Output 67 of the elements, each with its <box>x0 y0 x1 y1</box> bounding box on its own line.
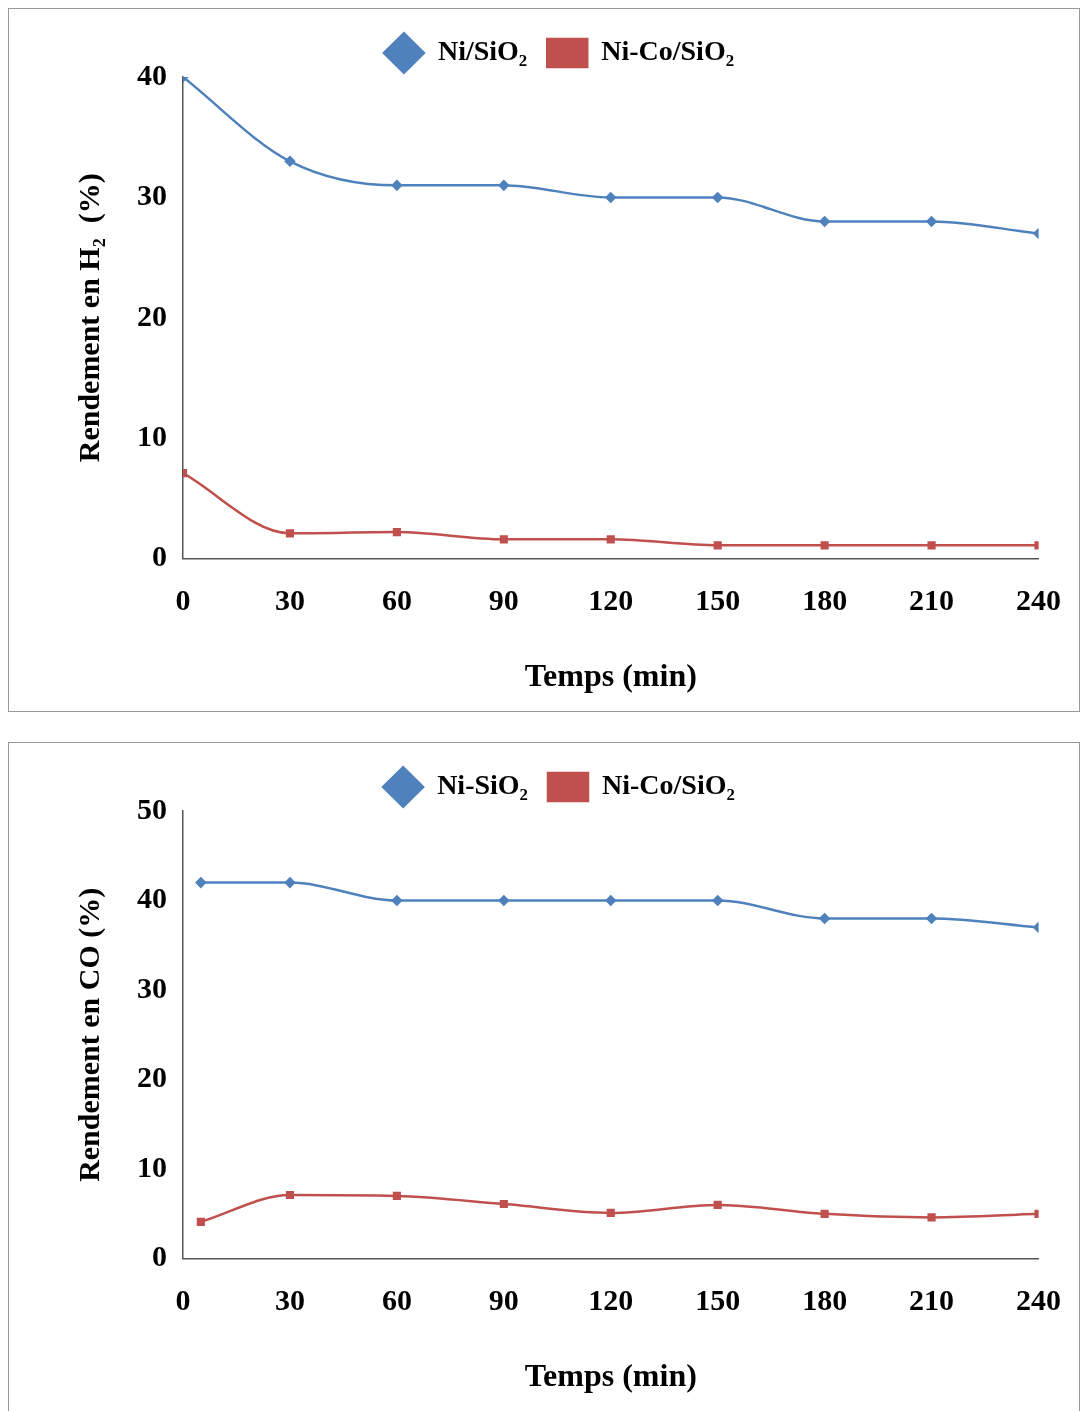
legend-label: Ni-SiO₂ <box>437 769 529 801</box>
point <box>713 541 722 550</box>
x-tick-label: 30 <box>274 583 305 617</box>
y-axis-title: Rendement en CO (%) <box>71 887 106 1182</box>
point <box>820 1209 829 1218</box>
x-tick-label: 90 <box>488 583 519 617</box>
x-tick-label: 60 <box>381 1283 412 1317</box>
y-tick-label: 30 <box>137 970 167 1004</box>
legend-label: Ni-Co/SiO₂ <box>601 35 735 67</box>
x-tick-label: 210 <box>909 583 955 617</box>
point <box>391 180 403 191</box>
point <box>195 877 207 888</box>
point <box>499 535 508 544</box>
point <box>820 541 829 550</box>
point <box>392 1191 401 1201</box>
point <box>606 1208 615 1218</box>
point <box>819 216 830 227</box>
x-tick-label: 180 <box>802 1283 848 1317</box>
y-tick-label: 0 <box>152 539 167 573</box>
x-tick-label: 120 <box>588 583 634 617</box>
y-tick-label: 20 <box>137 1060 167 1094</box>
x-tick-label: 240 <box>1016 1283 1061 1317</box>
x-tick-label: 120 <box>588 1283 634 1317</box>
legend-label: Ni-Co/SiO₂ <box>602 769 735 801</box>
y-tick-label: 40 <box>137 57 167 91</box>
legend-label: Ni/SiO₂ <box>437 35 528 67</box>
point <box>284 877 296 888</box>
point <box>196 1217 205 1226</box>
point <box>713 1200 722 1209</box>
x-tick-label: 30 <box>274 1283 305 1317</box>
point <box>712 192 723 203</box>
y-tick-label: 30 <box>137 178 167 212</box>
point <box>285 1190 295 1200</box>
y-tick-label: 40 <box>137 881 167 915</box>
point <box>926 216 937 227</box>
point <box>284 156 296 167</box>
point <box>285 529 295 538</box>
point <box>498 895 510 906</box>
point <box>926 913 937 924</box>
point <box>712 895 723 906</box>
point <box>391 895 403 906</box>
y-tick-label: 20 <box>137 298 167 332</box>
point <box>927 1213 936 1222</box>
point <box>392 528 401 537</box>
x-axis-title: Temps (min) <box>524 657 697 694</box>
x-axis-title: Temps (min) <box>524 1357 697 1394</box>
y-axis-title: Rendement en H₂ (%) <box>71 173 106 463</box>
x-tick-label: 0 <box>175 583 191 617</box>
x-tick-label: 180 <box>802 583 848 617</box>
point <box>499 1199 508 1209</box>
y-tick-label: 10 <box>137 418 167 452</box>
x-tick-label: 210 <box>909 1283 955 1317</box>
x-tick-label: 150 <box>695 1283 741 1317</box>
y-tick-label: 0 <box>152 1239 167 1273</box>
x-tick-label: 240 <box>1016 583 1061 617</box>
y-tick-label: 10 <box>137 1149 167 1183</box>
point <box>927 541 936 550</box>
y-tick-label: 50 <box>137 791 167 825</box>
x-tick-label: 150 <box>695 583 741 617</box>
point <box>819 913 830 924</box>
x-tick-label: 90 <box>488 1283 519 1317</box>
point <box>605 192 616 203</box>
point <box>606 535 615 544</box>
point <box>498 180 510 191</box>
x-tick-label: 0 <box>175 1283 191 1317</box>
x-tick-label: 60 <box>381 583 412 617</box>
point <box>605 895 616 906</box>
